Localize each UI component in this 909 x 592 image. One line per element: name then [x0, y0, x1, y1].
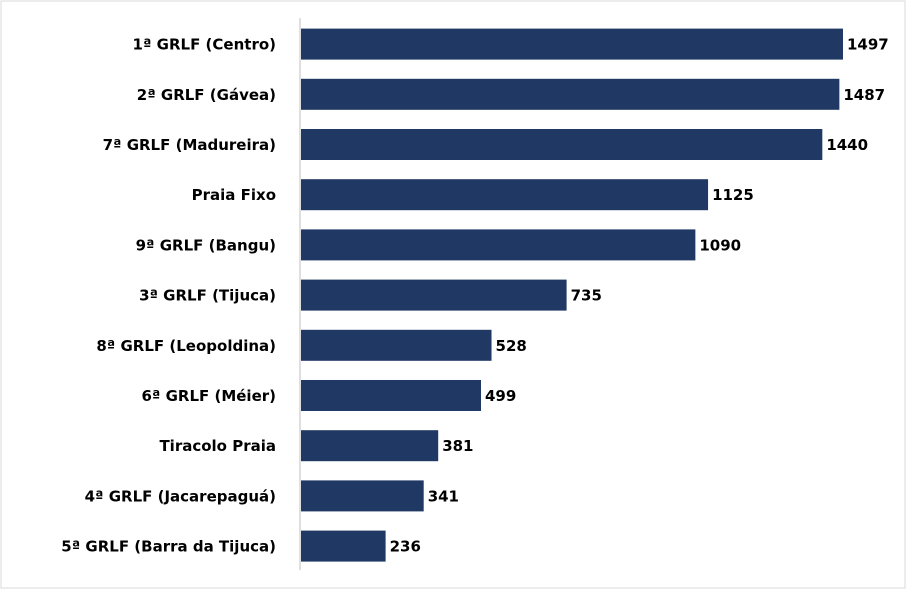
y-tick-label: Tiracolo Praia — [159, 437, 276, 455]
bar — [301, 380, 481, 411]
bar — [301, 229, 696, 261]
y-tick-label: 7ª GRLF (Madureira) — [103, 136, 276, 154]
bar — [301, 430, 439, 462]
value-label: 1090 — [699, 236, 741, 254]
value-label: 381 — [442, 437, 473, 455]
value-label: 528 — [496, 337, 527, 355]
bar — [301, 530, 386, 562]
bar — [301, 329, 492, 361]
y-tick-label: Praia Fixo — [192, 186, 276, 204]
y-tick-label: 6ª GRLF (Méier) — [141, 387, 276, 405]
bar — [301, 78, 840, 110]
y-tick-label: 2ª GRLF (Gávea) — [137, 86, 276, 104]
bar — [301, 480, 424, 512]
bar — [301, 179, 709, 211]
y-tick-label: 9ª GRLF (Bangu) — [136, 236, 276, 254]
y-tick-label: 5ª GRLF (Barra da Tijuca) — [61, 538, 276, 556]
bar — [301, 28, 843, 60]
value-label: 735 — [571, 287, 602, 305]
y-tick-label: 8ª GRLF (Leopoldina) — [96, 337, 276, 355]
y-tick-label: 4ª GRLF (Jacarepaguá) — [85, 487, 276, 505]
value-label: 499 — [485, 387, 516, 405]
value-label: 1487 — [843, 86, 885, 104]
value-label: 1497 — [847, 36, 889, 54]
value-label: 1125 — [712, 186, 754, 204]
value-label: 236 — [390, 538, 421, 556]
bar — [301, 279, 567, 311]
bar — [301, 129, 823, 160]
y-tick-label: 1ª GRLF (Centro) — [133, 36, 276, 54]
value-label: 1440 — [826, 136, 868, 154]
y-tick-label: 3ª GRLF (Tijuca) — [139, 287, 276, 305]
value-label: 341 — [428, 487, 459, 505]
